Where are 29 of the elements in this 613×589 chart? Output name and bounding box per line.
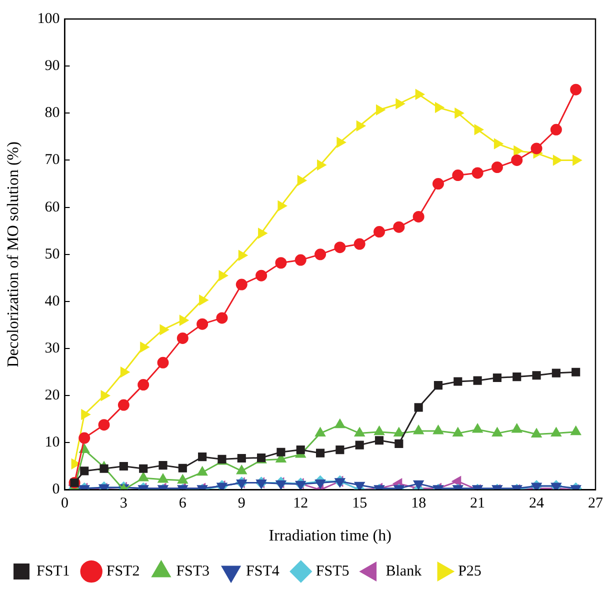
y-tick-label: 80 <box>44 105 60 122</box>
x-tick-label: 21 <box>470 496 486 512</box>
y-tick-label: 20 <box>44 388 60 404</box>
y-axis-title: Decolorization of MO solution (%) <box>4 142 22 368</box>
x-axis-title: Irradiation time (h) <box>268 528 392 545</box>
y-tick-label: 50 <box>44 246 60 262</box>
x-tick-label: 24 <box>529 496 545 512</box>
legend-label: FST5 <box>316 563 350 580</box>
legend-label: P25 <box>458 563 482 580</box>
y-tick-label: 70 <box>44 152 60 168</box>
y-tick-label: 0 <box>52 482 60 498</box>
y-tick-label: 30 <box>44 340 60 356</box>
y-tick-label: 100 <box>37 10 60 27</box>
legend-label: Blank <box>386 563 422 580</box>
x-tick-label: 27 <box>588 496 604 512</box>
y-tick-label: 60 <box>44 199 60 216</box>
x-tick-label: 18 <box>411 496 426 512</box>
y-tick-label: 10 <box>44 434 60 451</box>
legend-label: FST4 <box>246 563 280 580</box>
x-tick-label: 3 <box>120 496 128 512</box>
x-tick-label: 15 <box>352 496 368 512</box>
x-tick-label: 6 <box>178 496 187 512</box>
y-tick-label: 90 <box>44 58 60 74</box>
legend-label: FST1 <box>36 563 70 580</box>
y-tick-label: 40 <box>44 293 60 310</box>
x-tick-label: 9 <box>238 496 246 512</box>
x-tick-label: 12 <box>293 496 308 512</box>
legend-label: FST2 <box>106 563 140 580</box>
legend-label: FST3 <box>176 563 210 580</box>
